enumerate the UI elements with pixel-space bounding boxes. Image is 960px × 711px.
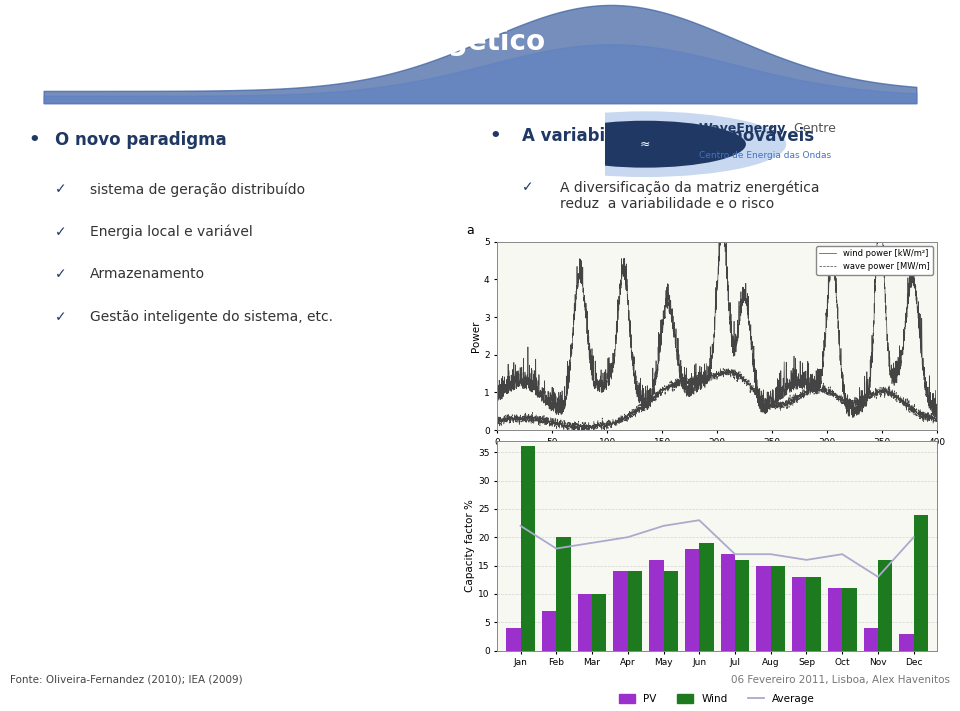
Bar [878, 560, 892, 651]
Bar [771, 565, 785, 651]
wind power [kW/m²] [931, 412, 943, 421]
Text: Centre: Centre [789, 122, 835, 135]
Bar [806, 577, 821, 651]
Text: offshore: offshore [602, 260, 660, 274]
Y-axis label: Power: Power [471, 320, 481, 352]
Text: •: • [490, 127, 501, 145]
Text: ✓: ✓ [55, 225, 66, 239]
wind power [kW/m²] [567, 310, 579, 319]
wave power [MW/m] [541, 419, 553, 428]
Bar [613, 571, 628, 651]
Text: Centro de Energia das Ondas: Centro de Energia das Ondas [699, 151, 831, 160]
Text: WaveEnergy: WaveEnergy [699, 122, 786, 135]
Text: ✓: ✓ [522, 260, 534, 274]
wave power [MW/m] [723, 364, 734, 373]
Text: ✓: ✓ [55, 267, 66, 282]
Legend: wind power [kW/m²], wave power [MW/m]: wind power [kW/m²], wave power [MW/m] [816, 246, 933, 274]
wave power [MW/m] [680, 380, 691, 389]
wind power [kW/m²] [492, 394, 503, 402]
Bar [684, 548, 699, 651]
Bar [556, 538, 570, 651]
Bar [842, 588, 856, 651]
wind power [kW/m²] [876, 237, 887, 246]
Y-axis label: Capacity factor %: Capacity factor % [466, 499, 475, 592]
Bar [756, 565, 771, 651]
Circle shape [504, 112, 786, 177]
Text: e as ondas: mais
estáveis e predizíveis: e as ondas: mais estáveis e predizíveis [649, 260, 799, 290]
Bar [592, 594, 607, 651]
Text: O novo paradigma: O novo paradigma [55, 131, 227, 149]
Bar [792, 577, 806, 651]
Text: Gestão inteligente do sistema, etc.: Gestão inteligente do sistema, etc. [90, 310, 333, 324]
Bar [506, 628, 520, 651]
Text: Fonte: Oliveira-Fernandez (2010); IEA (2009): Fonte: Oliveira-Fernandez (2010); IEA (2… [10, 675, 242, 685]
Text: ✓: ✓ [55, 310, 66, 324]
Text: 06 Fevereiro 2011, Lisboa, Alex Havenitos: 06 Fevereiro 2011, Lisboa, Alex Havenito… [732, 675, 950, 685]
Text: Armazenamento: Armazenamento [90, 267, 205, 282]
wave power [MW/m] [931, 418, 943, 427]
wind power [kW/m²] [541, 400, 553, 409]
X-axis label: Time [hour]: Time [hour] [686, 452, 748, 462]
Text: ≈: ≈ [640, 138, 650, 151]
Text: •: • [28, 131, 39, 149]
wave power [MW/m] [558, 426, 569, 434]
Bar [663, 571, 678, 651]
Line: wind power [kW/m²]: wind power [kW/m²] [497, 242, 937, 417]
wave power [MW/m] [923, 413, 934, 422]
wind power [kW/m²] [714, 237, 726, 246]
wave power [MW/m] [876, 387, 887, 396]
Text: a: a [467, 224, 474, 237]
Circle shape [544, 121, 746, 168]
Legend: PV, Wind, Average: PV, Wind, Average [615, 690, 819, 708]
Text: Energia local e variável: Energia local e variável [90, 225, 252, 239]
Bar [914, 515, 928, 651]
wind power [kW/m²] [679, 389, 690, 397]
wave power [MW/m] [492, 420, 503, 429]
Bar [578, 594, 592, 651]
Text: sistema de geração distribuído: sistema de geração distribuído [90, 182, 305, 196]
Bar [520, 447, 535, 651]
Bar [828, 588, 842, 651]
Text: A variabilidade das Renováveis: A variabilidade das Renováveis [522, 127, 814, 145]
wind power [kW/m²] [847, 413, 858, 422]
Text: ✓: ✓ [55, 182, 66, 196]
wind power [kW/m²] [923, 396, 934, 405]
Bar [735, 560, 750, 651]
Bar [649, 560, 663, 651]
Text: As eólica: As eólica [560, 260, 626, 274]
Text: ✓: ✓ [522, 181, 534, 195]
Bar [900, 634, 914, 651]
Line: wave power [MW/m]: wave power [MW/m] [497, 368, 937, 430]
Bar [699, 543, 713, 651]
Bar [628, 571, 642, 651]
wave power [MW/m] [568, 426, 580, 434]
wind power [kW/m²] [660, 300, 672, 309]
Bar [721, 554, 735, 651]
wave power [MW/m] [660, 382, 672, 390]
Bar [542, 611, 556, 651]
Text: 2.3 O novo paradigma energético: 2.3 O novo paradigma energético [21, 26, 545, 56]
Bar [864, 628, 878, 651]
Text: A diversificação da matriz energética
reduz  a variabilidade e o risco: A diversificação da matriz energética re… [560, 181, 820, 211]
